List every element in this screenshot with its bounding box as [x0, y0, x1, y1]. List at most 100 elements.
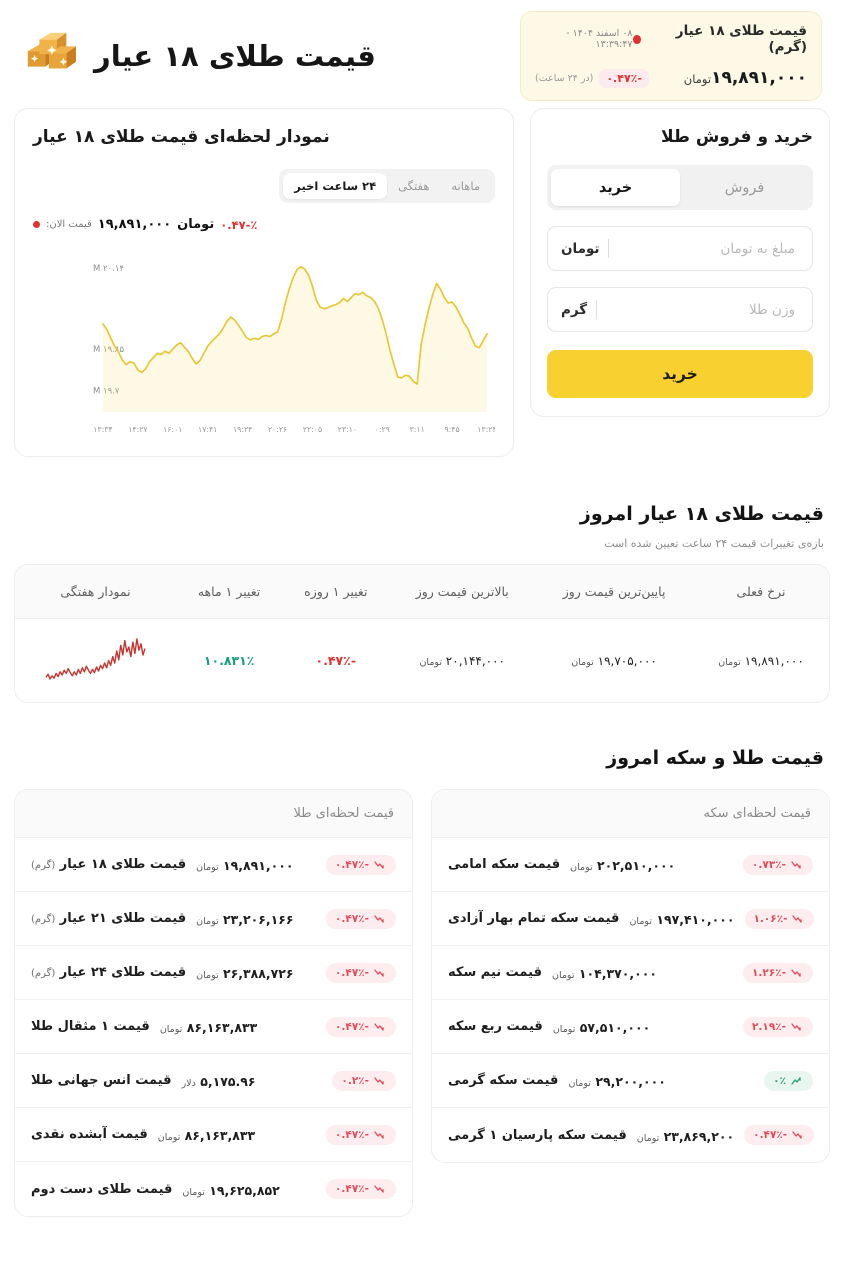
x-tick-label: ۱۶:۰۱ — [163, 425, 182, 434]
col-change-1d: تغییر ۱ روزه — [282, 565, 390, 619]
tab-24h[interactable]: ۲۴ ساعت اخیر — [283, 173, 388, 199]
row-change-badge: -۰.۴۷٪ — [326, 1016, 396, 1037]
list-item[interactable]: قیمت ربع سکه ۵۷,۵۱۰,۰۰۰ تومان -۲.۱۹٪ — [432, 1000, 829, 1054]
day-low-value: ۱۹,۷۰۵,۰۰۰ — [597, 653, 657, 668]
cell-change-1m: ۱۰.۸۳۱٪ — [176, 619, 282, 703]
x-tick-label: ۹:۴۵ — [444, 425, 459, 434]
row-price-unit: تومان — [551, 970, 575, 981]
weight-input[interactable] — [606, 301, 799, 318]
row-change-badge: -۰.۴۷٪ — [326, 908, 396, 929]
row-change-badge: -۰.۲٪ — [332, 1070, 396, 1091]
row-title: قیمت سکه تمام بهار آزادی — [448, 911, 620, 926]
table-header-row: نرخ فعلی پایین‌ترین قیمت روز بالاترین قی… — [15, 565, 829, 619]
row-title: قیمت طلای دست دوم — [31, 1181, 173, 1197]
row-title: قیمت ربع سکه — [448, 1019, 543, 1034]
trend-down-icon — [374, 1076, 384, 1085]
tab-weekly[interactable]: هفتگی — [398, 179, 430, 193]
amount-input[interactable] — [618, 240, 799, 257]
trend-down-icon — [374, 1130, 384, 1139]
row-price-value: ۲۳,۸۶۹,۲۰۰ تومان — [636, 1128, 735, 1144]
trend-down-icon — [374, 914, 384, 923]
toggle-buy-tab[interactable]: خرید — [551, 169, 680, 206]
weight-field-wrapper[interactable]: گرم — [547, 287, 813, 332]
top-section: خرید و فروش طلا خرید فروش تومان گرم خرید — [14, 108, 830, 457]
page-header: قیمت طلای ۱۸ عیار (گرم) ۰۸ اسفند ۱۴۰۴ - … — [14, 0, 830, 108]
live-change-badge: -۰.۴۷٪ — [599, 68, 649, 88]
amount-field-wrapper[interactable]: تومان — [547, 226, 813, 271]
current-rate-unit: تومان — [718, 656, 741, 668]
row-change-badge: -۰.۴۷٪ — [326, 854, 396, 875]
buy-submit-button[interactable]: خرید — [547, 350, 813, 398]
x-tick-label: ۲۳:۱۰ — [338, 425, 357, 434]
gold-list-header: قیمت لحظه‌ای طلا — [15, 790, 412, 838]
cell-change-1d: -۰.۴۷٪ — [282, 619, 389, 703]
chart-card-header: نمودار لحظه‌ای قیمت طلای ۱۸ عیار — [33, 127, 495, 147]
weight-field-divider — [596, 300, 598, 319]
row-change-value: -۰.۷۳٪ — [752, 858, 786, 871]
x-tick-label: ۱۴:۲۷ — [128, 425, 147, 434]
table-row: ۱۹,۸۹۱,۰۰۰ تومان ۱۹,۷۰۵,۰۰۰ تومان ۲۰,۱۴۴… — [15, 619, 829, 703]
row-subtitle: (گرم) — [31, 860, 56, 871]
list-item[interactable]: قیمت نیم سکه ۱۰۴,۳۷۰,۰۰۰ تومان -۱.۲۶٪ — [432, 946, 829, 1000]
today-stats-table: نرخ فعلی پایین‌ترین قیمت روز بالاترین قی… — [15, 565, 829, 702]
row-price-cell: ۱۹,۶۲۵,۸۵۲ تومان — [172, 1180, 326, 1199]
list-item[interactable]: قیمت طلای دست دوم ۱۹,۶۲۵,۸۵۲ تومان -۰.۴۷٪ — [15, 1162, 412, 1216]
row-change-value: ۰٪ — [773, 1074, 786, 1087]
row-change-value: -۲.۱۹٪ — [752, 1020, 786, 1033]
live-price-card: قیمت طلای ۱۸ عیار (گرم) ۰۸ اسفند ۱۴۰۴ - … — [520, 11, 822, 101]
buy-sell-toggle[interactable]: خرید فروش — [547, 165, 813, 210]
list-item[interactable]: قیمت سکه امامی ۲۰۲,۵۱۰,۰۰۰ تومان -۰.۷۳٪ — [432, 838, 829, 892]
live-change-group: (در ۲۴ ساعت) -۰.۴۷٪ — [535, 68, 649, 88]
list-item[interactable]: قیمت انس جهانی طلا ۵,۱۷۵.۹۶ دلار -۰.۲٪ — [15, 1054, 412, 1108]
list-item[interactable]: قیمت سکه پارسیان ۱ گرمی ۲۳,۸۶۹,۲۰۰ تومان -… — [432, 1108, 829, 1162]
live-price-label: قیمت طلای ۱۸ عیار (گرم) — [675, 23, 807, 55]
day-high-unit: تومان — [419, 656, 442, 668]
live-price-value-group: ۱۹,۸۹۱,۰۰۰تومان — [684, 68, 807, 88]
trend-up-icon — [791, 1076, 801, 1085]
list-item[interactable]: قیمت طلای ۲۱ عیار (گرم) ۲۳,۲۰۶,۱۶۶ تومان -… — [15, 892, 412, 946]
row-subtitle: (گرم) — [31, 914, 56, 925]
x-tick-label: ۰:۲۹ — [375, 425, 390, 434]
row-title: قیمت نیم سکه — [448, 965, 542, 980]
row-price-value: ۲۳,۲۰۶,۱۶۶ تومان — [196, 912, 294, 927]
row-price-unit: تومان — [196, 970, 219, 981]
y-tick-label: ۱۹.۷ M — [93, 387, 120, 397]
row-price-value: ۵,۱۷۵.۹۶ دلار — [181, 1074, 256, 1089]
row-subtitle: (گرم) — [31, 968, 56, 979]
live-change-note: (در ۲۴ ساعت) — [535, 72, 594, 84]
tab-monthly[interactable]: ماهانه — [451, 179, 480, 193]
row-price-value: ۱۹,۸۹۱,۰۰۰ تومان — [196, 858, 294, 873]
row-price-unit: تومان — [636, 1132, 660, 1144]
list-item[interactable]: قیمت سکه گرمی ۲۹,۲۰۰,۰۰۰ تومان ۰٪ — [432, 1054, 829, 1108]
row-price-cell: ۲۰۲,۵۱۰,۰۰۰ تومان — [560, 855, 743, 874]
price-lists-container: قیمت لحظه‌ای سکه قیمت سکه امامی ۲۰۲,۵۱۰,۰… — [14, 789, 830, 1217]
trend-down-icon — [791, 1022, 801, 1031]
list-item[interactable]: قیمت سکه تمام بهار آزادی ۱۹۷,۴۱۰,۰۰۰ توما… — [432, 892, 829, 946]
row-price-unit: دلار — [181, 1078, 196, 1089]
list-item[interactable]: قیمت آبشده نقدی ۸۶,۱۶۳,۸۳۳ تومان -۰.۴۷٪ — [15, 1108, 412, 1162]
row-change-value: -۰.۴۷٪ — [753, 1129, 788, 1141]
toggle-sell-tab[interactable]: فروش — [724, 179, 765, 196]
list-item[interactable]: قیمت طلای ۱۸ عیار (گرم) ۱۹,۸۹۱,۰۰۰ تومان -… — [15, 838, 412, 892]
chart-range-tabs[interactable]: ۲۴ ساعت اخیر هفتگی ماهانه — [279, 169, 495, 203]
row-title: قیمت آبشده نقدی — [31, 1127, 148, 1142]
list-item[interactable]: قیمت ۱ مثقال طلا ۸۶,۱۶۳,۸۳۳ تومان -۰.۴۷٪ — [15, 1000, 412, 1054]
list-item[interactable]: قیمت طلای ۲۴ عیار (گرم) ۲۶,۳۸۸,۷۲۶ تومان -… — [15, 946, 412, 1000]
coin-rows-container: قیمت سکه امامی ۲۰۲,۵۱۰,۰۰۰ تومان -۰.۷۳٪ قیم… — [432, 838, 829, 1162]
price-line-chart: ۲۰.۱۴ M ۱۹.۸۵ M ۱۹.۷ M ۱۳:۳۴ ۱۴:۲۷ ۱۶:۰۱ ۱۷:۴… — [33, 242, 495, 442]
chart-title: نمودار لحظه‌ای قیمت طلای ۱۸ عیار — [33, 127, 330, 147]
now-status-dot-icon — [33, 221, 40, 228]
row-title: قیمت انس جهانی طلا — [31, 1073, 172, 1088]
row-change-badge: -۲.۱۹٪ — [743, 1016, 813, 1037]
chart-y-axis-labels: ۲۰.۱۴ M ۱۹.۸۵ M ۱۹.۷ M — [93, 264, 124, 397]
amount-unit-label: تومان — [561, 240, 600, 257]
row-price-cell: ۲۳,۲۰۶,۱۶۶ تومان — [186, 909, 326, 928]
col-day-high: بالاترین قیمت روز — [389, 565, 536, 619]
change-1m-value: ۱۰.۸۳۱٪ — [203, 653, 255, 668]
cell-weekly-sparkline — [15, 619, 176, 703]
row-price-unit: تومان — [570, 862, 593, 873]
row-change-value: -۰.۴۷٪ — [335, 1020, 369, 1033]
x-tick-label: ۱۷:۴۱ — [198, 425, 217, 434]
weekly-sparkline-icon — [45, 638, 146, 680]
coin-list-header: قیمت لحظه‌ای سکه — [432, 790, 829, 838]
